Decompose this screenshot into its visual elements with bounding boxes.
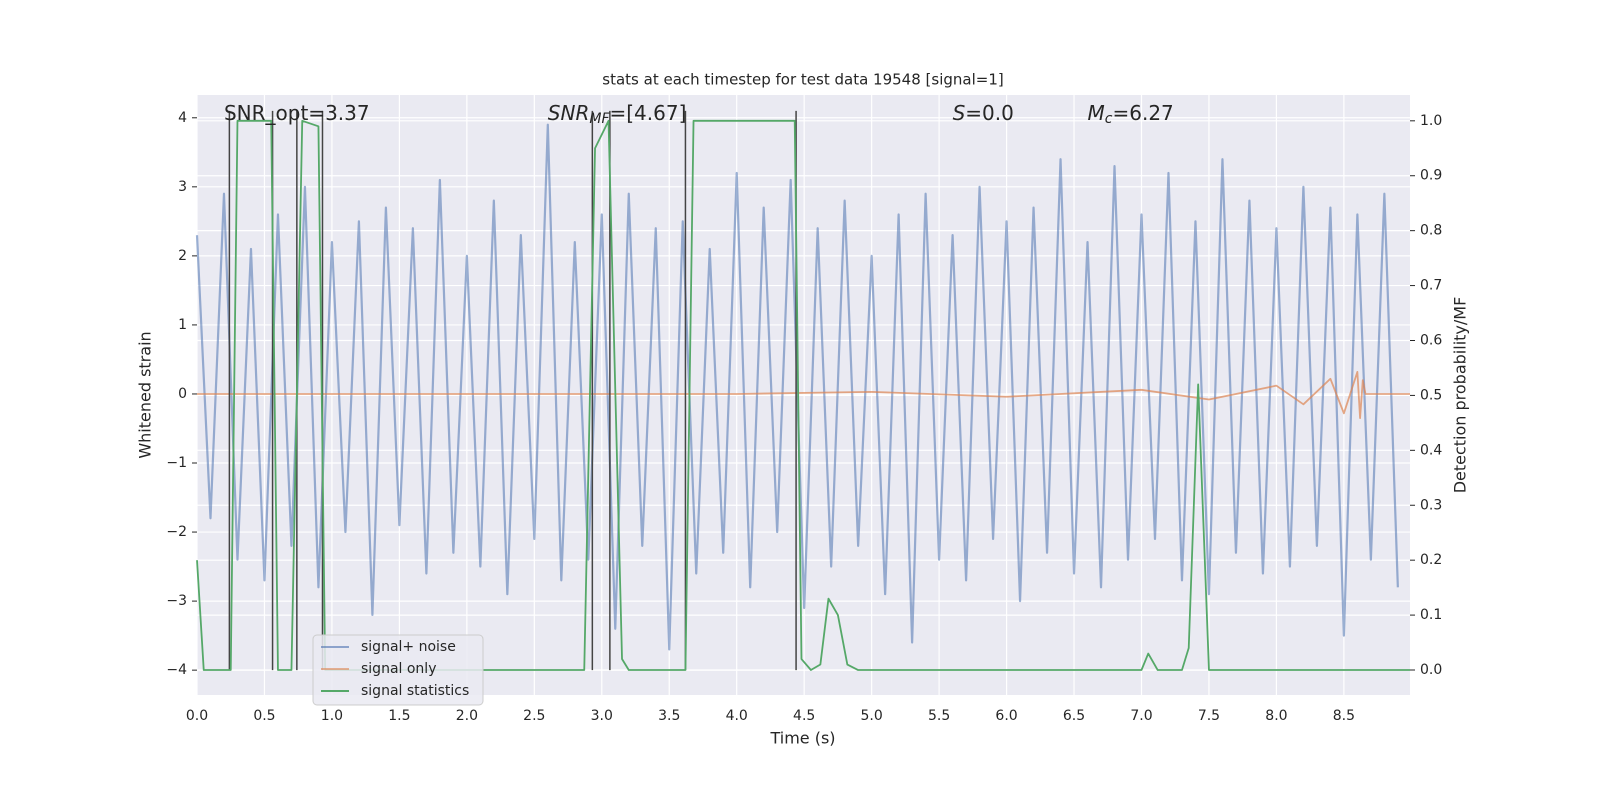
annotation-main: M bbox=[1088, 101, 1105, 125]
annotation: Mc=6.27 bbox=[1088, 101, 1174, 128]
x-tick-label: 4.0 bbox=[726, 708, 748, 724]
x-tick-label: 8.0 bbox=[1265, 708, 1287, 724]
x-tick-label: 2.0 bbox=[456, 708, 478, 724]
annotation-sub: MF bbox=[589, 111, 610, 127]
legend-label: signal only bbox=[361, 661, 436, 677]
x-tick-label: 4.5 bbox=[793, 708, 815, 724]
y2-tick-label: 0.5 bbox=[1420, 387, 1442, 403]
annotation-main: S bbox=[953, 101, 966, 125]
y2-tick-label: 0.3 bbox=[1420, 497, 1442, 513]
annotation-rest: =[4.67] bbox=[610, 101, 687, 125]
x-tick-label: 3.5 bbox=[658, 708, 680, 724]
x-tick-label: 7.0 bbox=[1130, 708, 1152, 724]
y-tick-label: −1 bbox=[166, 455, 187, 471]
series-line bbox=[197, 370, 1410, 420]
x-tick-label: 8.5 bbox=[1333, 708, 1355, 724]
y-tick-label: −4 bbox=[166, 662, 187, 678]
y-tick-label: 2 bbox=[178, 248, 187, 264]
legend-box bbox=[312, 634, 484, 706]
y2-tick-label: 0.2 bbox=[1420, 552, 1442, 568]
x-tick-label: 0.5 bbox=[253, 708, 275, 724]
annotation-main: SNR_opt=3.37 bbox=[224, 101, 370, 125]
y2-tick-label: 1.0 bbox=[1420, 113, 1442, 129]
x-tick-label: 5.5 bbox=[928, 708, 950, 724]
annotation-sub: c bbox=[1105, 111, 1113, 127]
annotation: SNR_opt=3.37 bbox=[224, 101, 370, 125]
y2-tick-label: 0.1 bbox=[1420, 607, 1442, 623]
x-tick-label: 5.0 bbox=[861, 708, 883, 724]
y-tick-label: −2 bbox=[166, 524, 187, 540]
legend-label: signal statistics bbox=[361, 683, 469, 699]
y2-tick-label: 0.4 bbox=[1420, 442, 1442, 458]
x-tick-label: 1.5 bbox=[388, 708, 410, 724]
chart-title: stats at each timestep for test data 195… bbox=[602, 71, 1003, 89]
legend-label: signal+ noise bbox=[361, 639, 456, 655]
annotation: S=0.0 bbox=[953, 101, 1014, 125]
x-tick-label: 0.0 bbox=[186, 708, 208, 724]
y2-tick-label: 0.0 bbox=[1420, 662, 1442, 678]
x-axis-label: Time (s) bbox=[769, 729, 835, 748]
y2-tick-label: 0.6 bbox=[1420, 332, 1442, 348]
annotation-main: SNR bbox=[548, 101, 590, 125]
y-tick-label: 0 bbox=[178, 386, 187, 402]
y2-tick-label: 0.7 bbox=[1420, 278, 1442, 294]
annotation-rest: =0.0 bbox=[965, 101, 1014, 125]
series-line bbox=[196, 119, 1410, 671]
y-tick-label: −3 bbox=[166, 593, 187, 609]
y-tick-label: 4 bbox=[178, 110, 187, 126]
y-tick-label: 3 bbox=[178, 179, 187, 195]
y-tick-label: 1 bbox=[178, 317, 187, 333]
annotation: SNRMF=[4.67] bbox=[548, 101, 687, 128]
annotation-rest: =6.27 bbox=[1112, 101, 1173, 125]
x-tick-label: 3.0 bbox=[591, 708, 613, 724]
x-tick-label: 7.5 bbox=[1198, 708, 1220, 724]
x-tick-label: 6.5 bbox=[1063, 708, 1085, 724]
y2-tick-label: 0.8 bbox=[1420, 223, 1442, 239]
x-tick-label: 2.5 bbox=[523, 708, 545, 724]
y2-tick-label: 0.9 bbox=[1420, 168, 1442, 184]
labels: 0.0 0.5 1.0 1.5 2.0 2.5 3.0 3.5 4.0 4.5 5.0 5.5 6.0 6… bbox=[166, 101, 1442, 725]
y2-axis-label: Detection probability/MF bbox=[1451, 297, 1470, 494]
y-axis-label: Whitened strain bbox=[136, 331, 155, 458]
marks bbox=[195, 110, 1410, 671]
x-tick-label: 6.0 bbox=[995, 708, 1017, 724]
x-tick-label: 1.0 bbox=[321, 708, 343, 724]
